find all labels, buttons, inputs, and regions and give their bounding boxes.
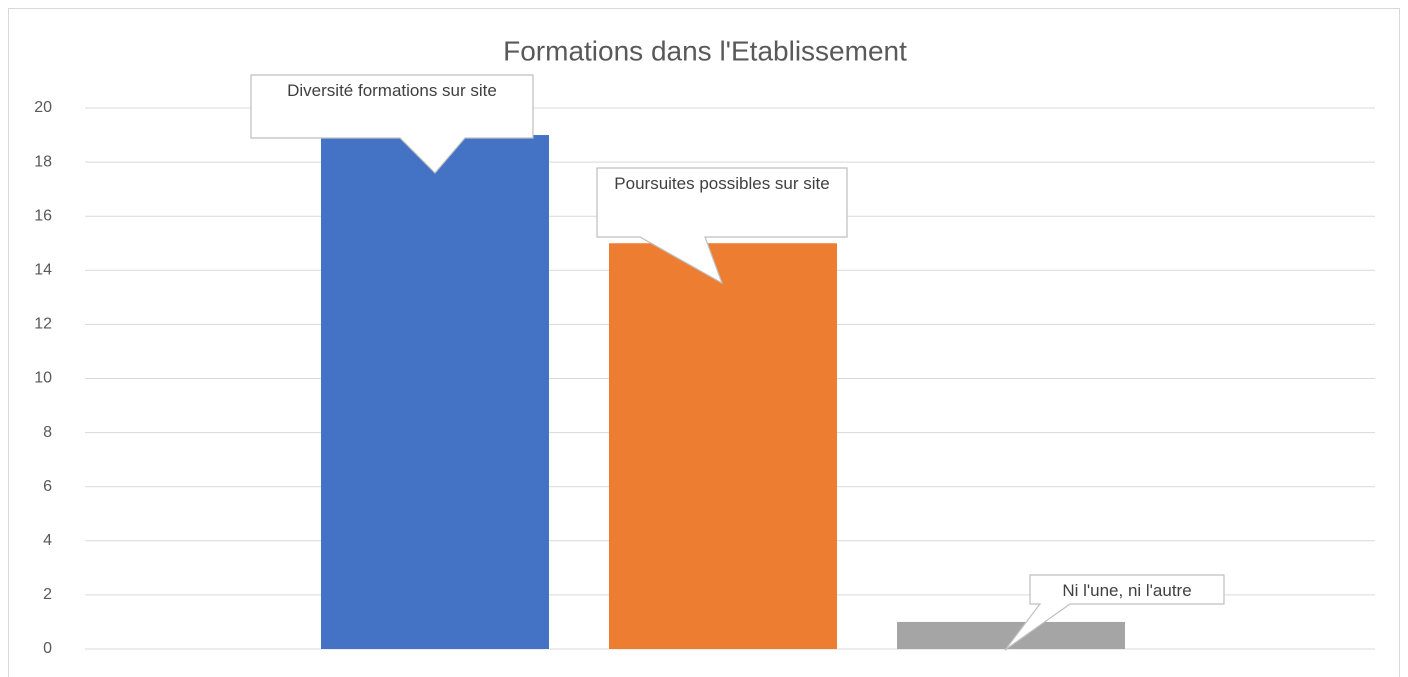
y-tick-label: 10	[34, 370, 52, 387]
y-tick-label: 18	[34, 153, 52, 170]
legend-label: Ni l'une, ni l'autre	[1062, 581, 1192, 600]
y-tick-label: 20	[34, 99, 52, 116]
legend-label: Diversité formations sur site	[287, 81, 497, 100]
y-tick-label: 12	[34, 316, 52, 333]
y-tick-label: 4	[43, 532, 52, 549]
y-tick-label: 14	[34, 262, 52, 279]
y-tick-label: 2	[43, 586, 52, 603]
chart-title: Formations dans l'Etablissement	[503, 35, 907, 66]
y-tick-label: 8	[43, 424, 52, 441]
y-tick-label: 16	[34, 207, 52, 224]
callout-shape	[596, 167, 848, 285]
bar	[321, 135, 549, 650]
callout-shape	[250, 74, 534, 174]
chart-border	[8, 8, 1400, 677]
bar	[609, 243, 837, 649]
callout-shape	[1004, 574, 1225, 651]
y-tick-label: 6	[43, 478, 52, 495]
legend-label: Poursuites possibles sur site	[614, 174, 830, 193]
y-tick-label: 0	[43, 640, 52, 657]
